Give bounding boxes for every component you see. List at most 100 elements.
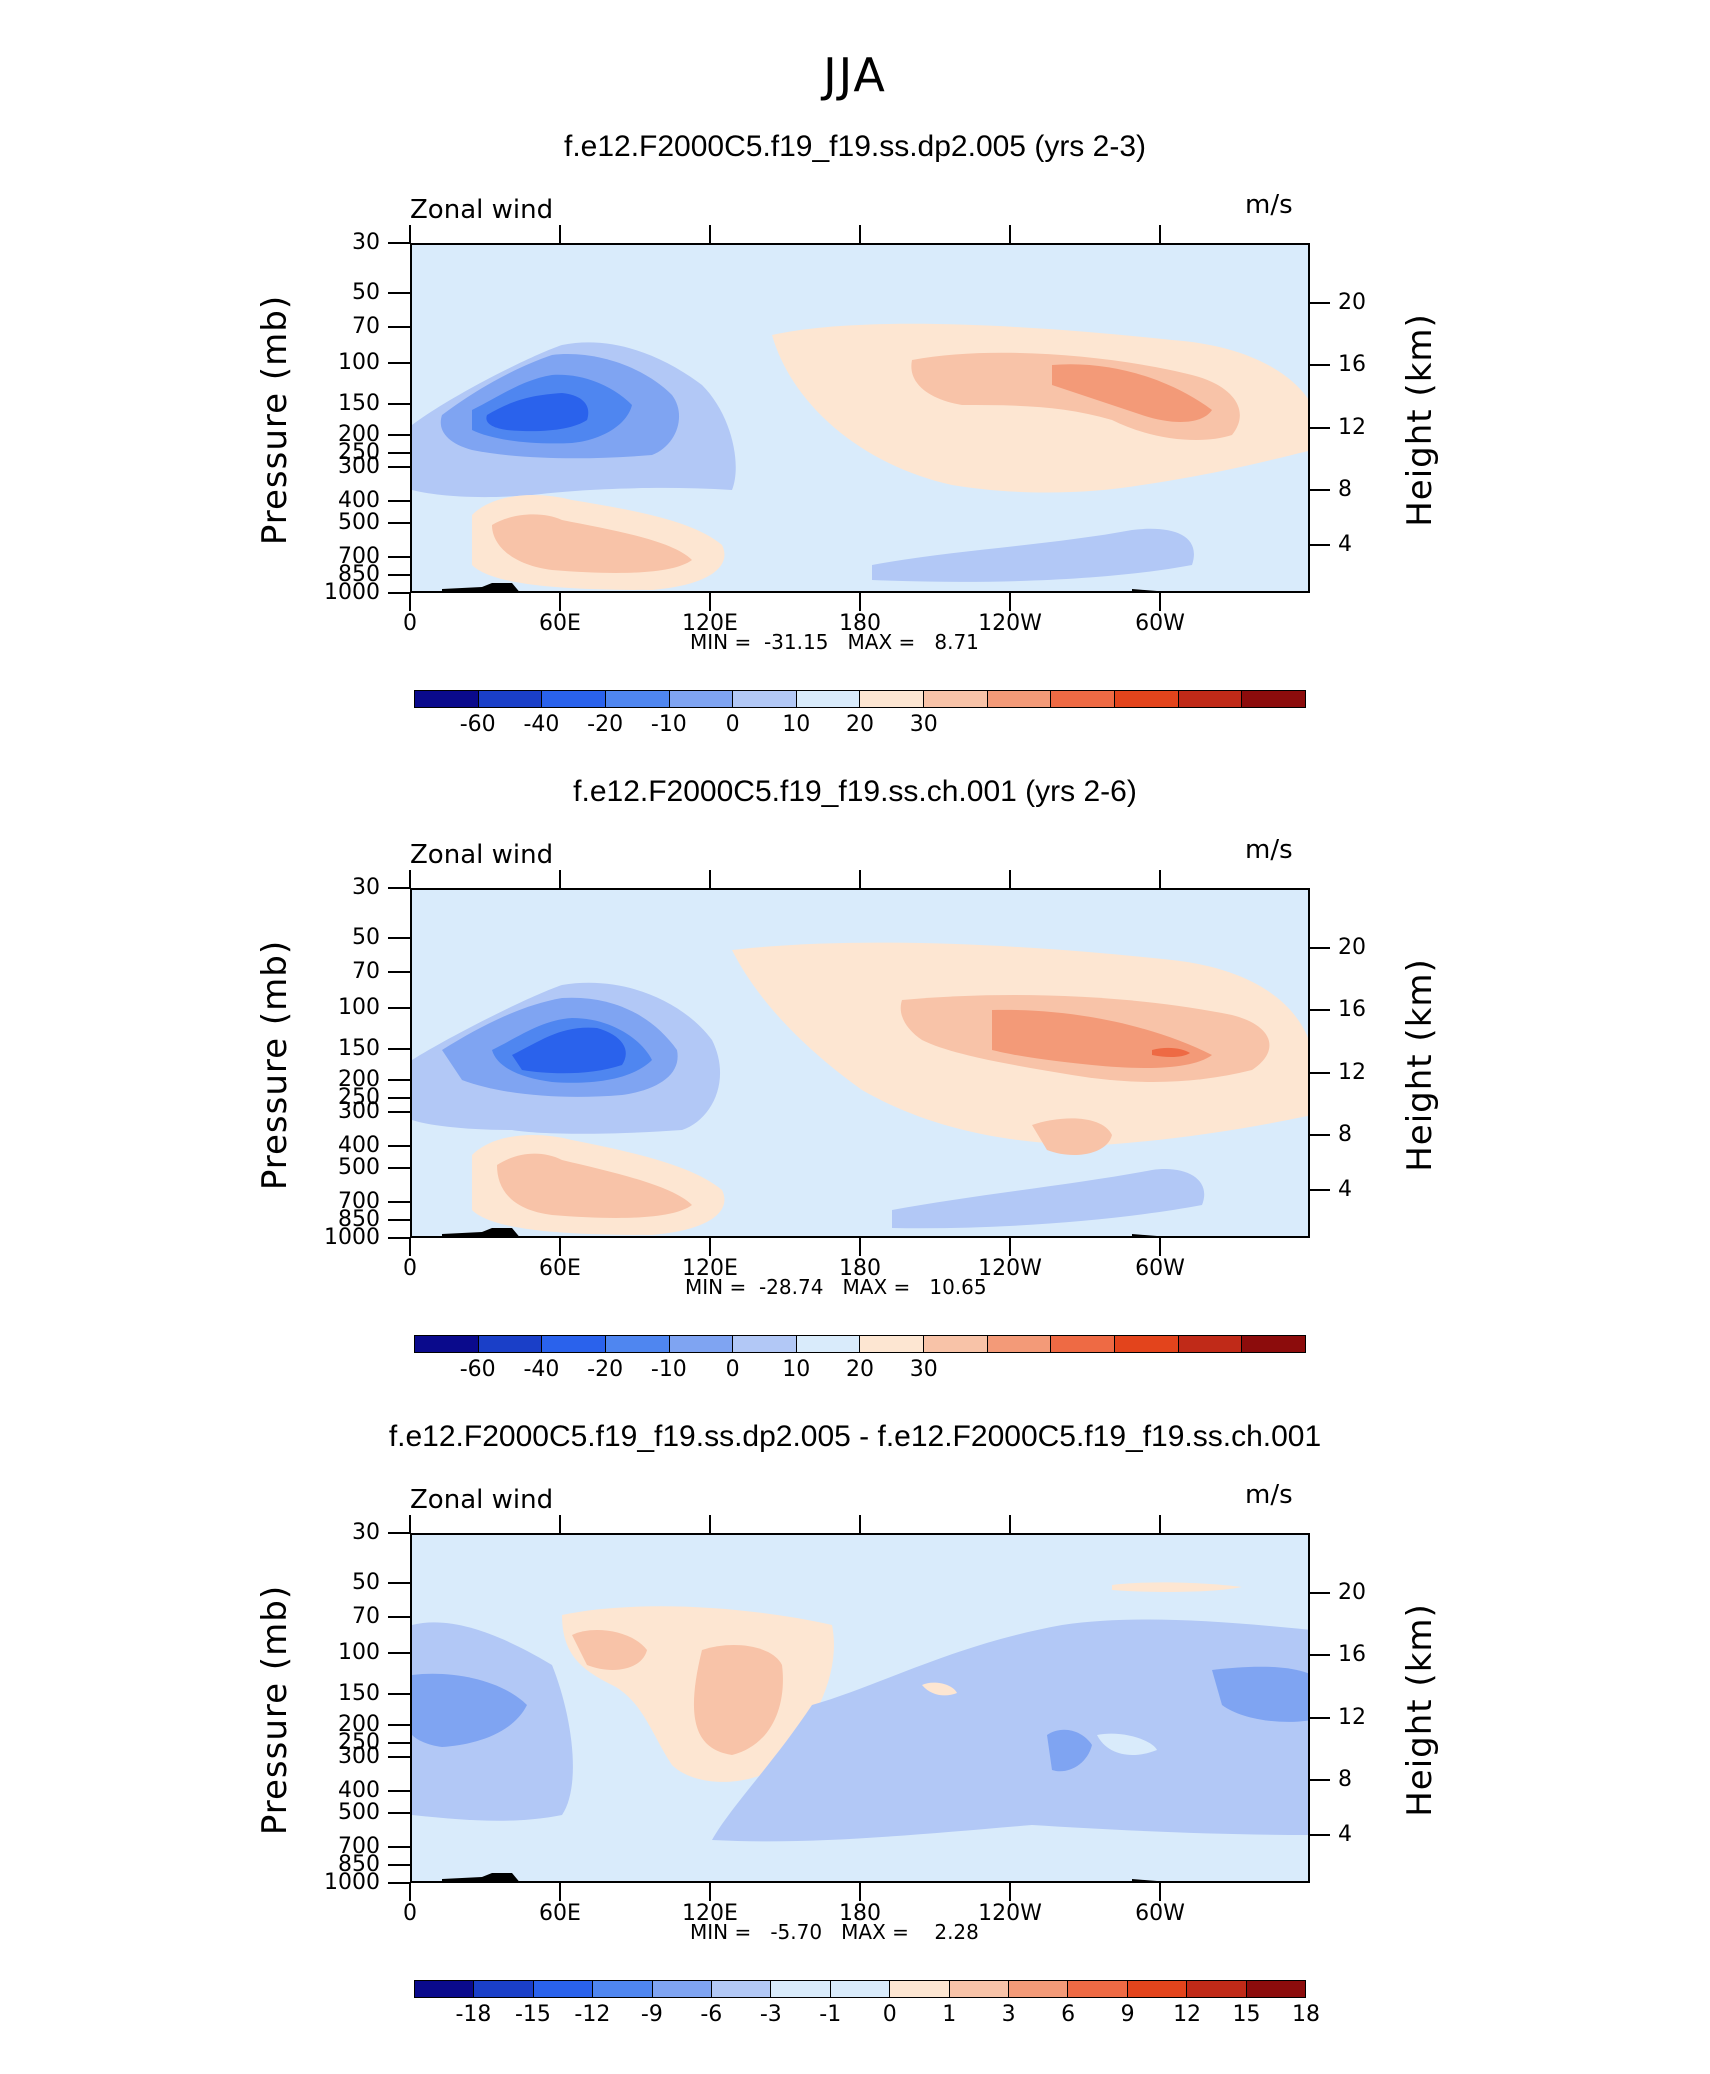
longitude-tick-label: 120E (682, 1901, 738, 1926)
colorbar-swatch (605, 1336, 670, 1352)
pressure-tick-label: 250 (338, 440, 380, 465)
pressure-tick-mark (388, 1582, 410, 1584)
height-tick-mark (1310, 1009, 1330, 1011)
pressure-tick-mark (388, 1007, 410, 1009)
longitude-tick-label: 60W (1135, 611, 1185, 636)
main-title: JJA (823, 48, 887, 102)
longitude-tick-label: 180 (839, 1901, 881, 1926)
height-tick-label: 8 (1338, 1122, 1352, 1147)
pressure-tick-mark (388, 1882, 410, 1884)
pressure-tick-label: 1000 (324, 1225, 380, 1250)
pressure-tick-mark (388, 1145, 410, 1147)
colorbar-label: 3 (1001, 2002, 1016, 2027)
colorbar-label: 1 (942, 2002, 957, 2027)
longitude-tick-mark (1159, 225, 1161, 243)
pressure-tick-label: 850 (338, 1207, 380, 1232)
longitude-tick-label: 180 (839, 1256, 881, 1281)
colorbar-swatch (1242, 1336, 1305, 1352)
longitude-tick-mark (559, 870, 561, 888)
pressure-tick-mark (388, 1201, 410, 1203)
colorbar-swatch (478, 691, 543, 707)
y2-axis-title: Height (km) (1400, 313, 1440, 527)
pressure-tick-label: 70 (352, 1604, 380, 1629)
colorbar-swatch (1051, 691, 1116, 707)
pressure-tick-mark (388, 1048, 410, 1050)
colorbar-swatch (924, 1336, 988, 1352)
pressure-tick-label: 250 (338, 1085, 380, 1110)
pressure-tick-label: 1000 (324, 1870, 380, 1895)
height-tick-mark (1310, 1717, 1330, 1719)
longitude-tick-label: 120E (682, 611, 738, 636)
colorbar-swatch (1178, 691, 1243, 707)
pressure-tick-label: 1000 (324, 580, 380, 605)
height-tick-label: 8 (1338, 1767, 1352, 1792)
longitude-tick-mark (709, 1515, 711, 1533)
min-value: -5.70 (770, 1920, 823, 1944)
pressure-tick-mark (388, 1079, 410, 1081)
contour-pos-mid (1032, 1118, 1112, 1155)
contour-neg-30 (486, 393, 589, 432)
contour-neg-east (712, 1619, 1308, 1842)
colorbar-label: 10 (782, 712, 811, 737)
colorbar-label: 6 (1061, 2002, 1076, 2027)
pressure-tick-mark (388, 1652, 410, 1654)
colorbar-label: -40 (523, 712, 560, 737)
longitude-tick-mark (709, 593, 711, 611)
contour-pos-lower-5 (492, 514, 692, 573)
colorbar-label: -10 (650, 712, 687, 737)
variable-label: Zonal wind (410, 1485, 554, 1515)
panel-title: f.e12.F2000C5.f19_f19.ss.dp2.005 (yrs 2-… (563, 130, 1146, 163)
pressure-tick-mark (388, 403, 410, 405)
height-tick-mark (1310, 1072, 1330, 1074)
topography (442, 583, 1157, 591)
colorbar-label: 18 (1292, 2002, 1320, 2027)
units-label: m/s (1245, 190, 1293, 220)
longitude-tick-mark (1159, 870, 1161, 888)
height-tick-mark (1310, 364, 1330, 366)
longitude-tick-mark (1009, 1238, 1011, 1256)
longitude-tick-label: 120W (978, 1256, 1042, 1281)
colorbar-swatch (1178, 1336, 1243, 1352)
pressure-tick-label: 700 (338, 1834, 380, 1859)
longitude-tick-mark (1009, 1515, 1011, 1533)
contour-pos-top (1112, 1582, 1242, 1592)
pressure-tick-mark (388, 1237, 410, 1239)
colorbar-swatch (733, 691, 797, 707)
pressure-tick-label: 100 (338, 995, 380, 1020)
pressure-tick-label: 70 (352, 959, 380, 984)
colorbar-label: 0 (725, 712, 740, 737)
pressure-tick-mark (388, 1097, 410, 1099)
height-tick-label: 12 (1338, 415, 1366, 440)
colorbar-label: -60 (459, 1357, 496, 1382)
panel-title: f.e12.F2000C5.f19_f19.ss.dp2.005 - f.e12… (388, 1420, 1322, 1453)
height-tick-label: 20 (1338, 935, 1366, 960)
colorbar-label: -6 (700, 2002, 723, 2027)
pressure-tick-label: 100 (338, 350, 380, 375)
height-tick-mark (1310, 1189, 1330, 1191)
pressure-tick-mark (388, 522, 410, 524)
pressure-tick-mark (388, 326, 410, 328)
colorbar-swatch (949, 1981, 1010, 1997)
colorbar-swatch (593, 1981, 653, 1997)
y-axis-title: Pressure (mb) (255, 294, 295, 546)
colorbar-swatch (796, 691, 861, 707)
colorbar-label: 20 (846, 1357, 874, 1382)
max-label: MAX = (842, 1275, 911, 1299)
contour-pos-small-1 (922, 1682, 957, 1696)
longitude-tick-mark (859, 1515, 861, 1533)
height-tick-mark (1310, 1834, 1330, 1836)
colorbar-swatch (987, 691, 1052, 707)
longitude-tick-label: 60E (539, 611, 581, 636)
variable-label: Zonal wind (410, 195, 554, 225)
contour-pos-east-small (1097, 1733, 1157, 1755)
stats-line: MIN = -28.74 MAX = 10.65 (685, 1275, 987, 1299)
colorbar-swatch (890, 1981, 950, 1997)
height-tick-label: 16 (1338, 997, 1366, 1022)
pressure-tick-mark (388, 1846, 410, 1848)
pressure-tick-mark (388, 434, 410, 436)
pressure-tick-mark (388, 887, 410, 889)
longitude-tick-mark (1009, 1883, 1011, 1901)
height-tick-mark (1310, 489, 1330, 491)
units-label: m/s (1245, 1480, 1293, 1510)
colorbar-label: 0 (882, 2002, 897, 2027)
